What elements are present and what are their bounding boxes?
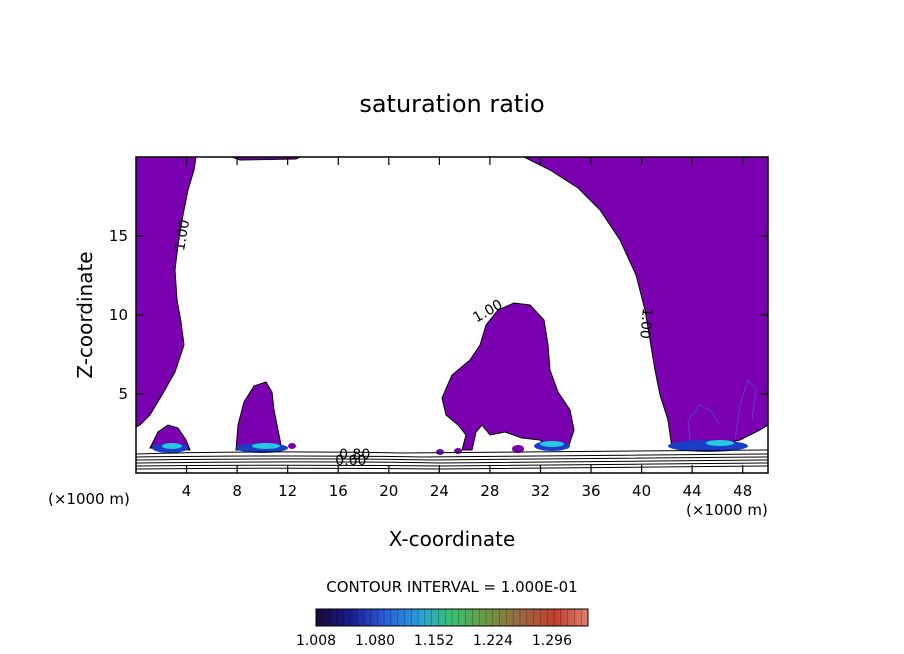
supersat-region-right [523, 157, 768, 449]
x-tick-label: 40 [632, 482, 651, 500]
contour-label: 0.60 [335, 453, 366, 469]
colorbar-tick-label: 1.296 [532, 633, 572, 649]
x-tick-label: 32 [531, 482, 550, 500]
y-axis-label: Z-coordinate [73, 251, 97, 378]
supersat-bump-1 [149, 424, 191, 451]
x-tick-label: 28 [480, 482, 499, 500]
colorbar-tick-label: 1.080 [355, 633, 395, 649]
supersat-bump-2 [235, 381, 283, 451]
x-axis: 4 8 12 16 20 24 28 32 36 40 44 48 [182, 157, 752, 500]
contour-label: 1.00 [636, 307, 655, 339]
y-tick-label: 15 [109, 227, 128, 245]
x-tick-label: 44 [683, 482, 702, 500]
y-tick-label: 5 [118, 385, 128, 403]
x-tick-label: 20 [379, 482, 398, 500]
x-tick-label: 24 [430, 482, 449, 500]
y-tick-label: 10 [109, 306, 128, 324]
contour-label: 1.00 [172, 219, 193, 252]
x-tick-label: 36 [581, 482, 600, 500]
plot-area [136, 157, 768, 473]
x-tick-label: 48 [733, 482, 752, 500]
x-axis-label: X-coordinate [389, 527, 516, 551]
x-tick-label: 12 [278, 482, 297, 500]
contour-interval-text: CONTOUR INTERVAL = 1.000E-01 [326, 578, 577, 596]
chart-title: saturation ratio [359, 90, 544, 118]
x-tick-label: 4 [182, 482, 192, 500]
colorbar-tick-label: 1.224 [473, 633, 513, 649]
x-unit-label-left: (×1000 m) [48, 490, 130, 508]
supersat-plume [441, 302, 575, 451]
x-tick-label: 16 [329, 482, 348, 500]
x-tick-label: 8 [232, 482, 242, 500]
supersat-region-left [136, 157, 197, 428]
ground-contours [136, 449, 768, 470]
x-unit-label-right: (×1000 m) [686, 501, 768, 519]
colorbar-tick-label: 1.008 [296, 633, 336, 649]
colorbar-tick-label: 1.152 [414, 633, 454, 649]
colorbar: 1.008 1.080 1.152 1.224 1.296 [296, 608, 589, 649]
y-axis: 5 10 15 [109, 227, 768, 403]
contour-label: 0.80 [339, 447, 370, 463]
